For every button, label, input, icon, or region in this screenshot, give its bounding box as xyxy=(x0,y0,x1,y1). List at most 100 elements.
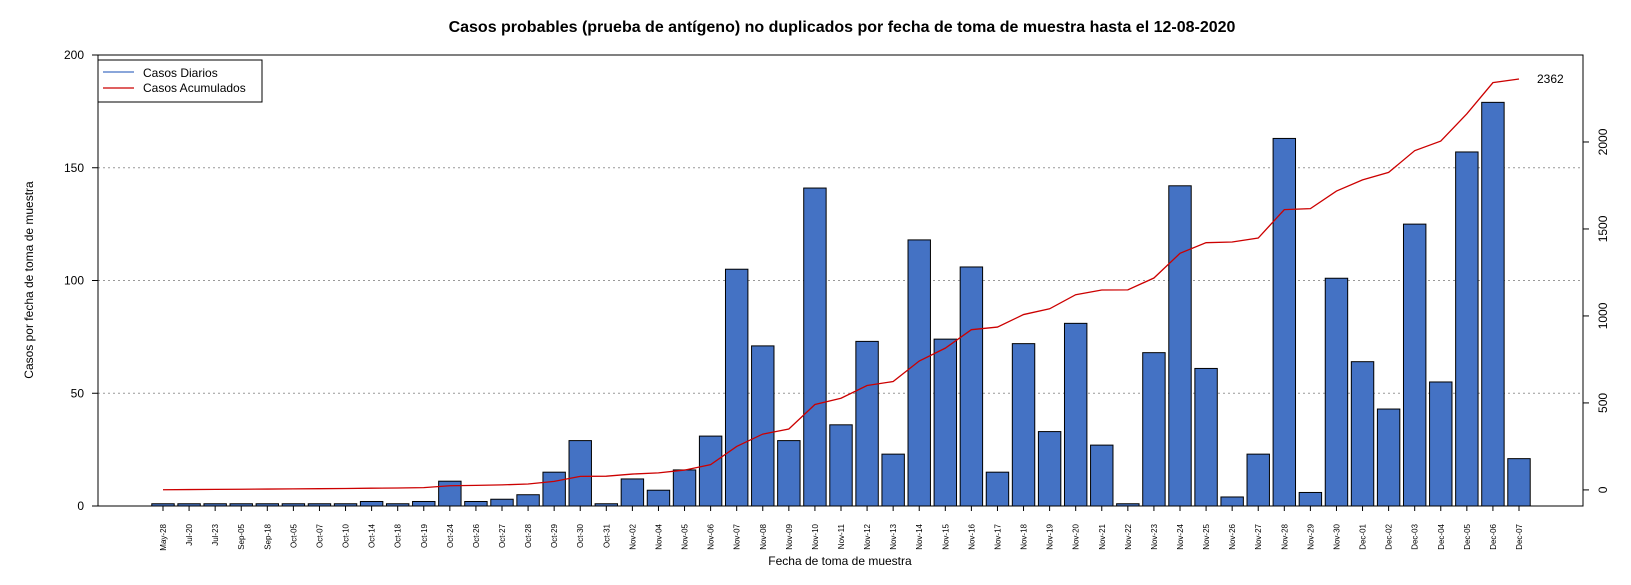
x-tick-label: Nov-24 xyxy=(1176,523,1185,549)
bar xyxy=(412,500,436,507)
bar xyxy=(751,345,775,507)
x-tick-label: Nov-02 xyxy=(628,523,637,549)
bar xyxy=(881,453,905,507)
legend-box xyxy=(97,59,263,103)
x-tick-label: Nov-14 xyxy=(915,523,924,549)
bar xyxy=(672,469,697,507)
bar xyxy=(777,440,801,507)
bar xyxy=(1481,101,1505,507)
x-tick-label: Nov-19 xyxy=(1046,523,1055,549)
bar xyxy=(933,338,958,507)
bar xyxy=(646,489,671,507)
bar xyxy=(724,268,749,507)
x-tick-label: Oct-14 xyxy=(368,523,377,548)
bar xyxy=(359,500,384,507)
x-tick-label: Nov-12 xyxy=(863,523,872,549)
x-tick-label: Nov-29 xyxy=(1306,523,1315,549)
bar xyxy=(1194,367,1218,507)
grid-lines xyxy=(98,167,1583,394)
y-tick-label: 150 xyxy=(64,161,84,175)
x-tick-label: Nov-27 xyxy=(1254,523,1263,549)
cumulative-line xyxy=(162,78,1520,491)
bar xyxy=(1402,223,1427,507)
bar xyxy=(1455,151,1479,507)
bar xyxy=(542,471,566,507)
bars xyxy=(151,101,1531,507)
bar xyxy=(620,478,645,507)
y2-tick-label: 500 xyxy=(1596,393,1610,413)
x-tick-label: Nov-07 xyxy=(733,523,742,549)
x-tick-label: Dec-01 xyxy=(1359,523,1368,549)
x-tick-label: Nov-11 xyxy=(837,523,846,549)
x-tick-label: Nov-21 xyxy=(1098,523,1107,549)
bar xyxy=(1011,343,1036,507)
y2-tick-label: 0 xyxy=(1596,486,1610,493)
bar xyxy=(907,239,931,507)
y-tick-label: 100 xyxy=(64,274,84,288)
x-tick-label: Jul-20 xyxy=(185,523,194,545)
left-y-axis: 0 50 100 150 200 xyxy=(64,48,98,513)
bar xyxy=(1246,453,1270,507)
x-tick-label: Oct-18 xyxy=(394,523,403,548)
y-tick-label: 200 xyxy=(64,48,84,62)
x-tick-label: Jul-23 xyxy=(211,523,220,545)
bar xyxy=(1220,496,1244,507)
bar xyxy=(438,480,462,507)
x-tick-label: Dec-04 xyxy=(1437,523,1446,549)
x-tick-label: Nov-26 xyxy=(1228,523,1237,549)
bar xyxy=(1507,458,1531,507)
bar xyxy=(1350,361,1375,507)
x-tick-label: Nov-15 xyxy=(941,523,950,549)
x-tick-label: Nov-09 xyxy=(785,523,794,549)
bar xyxy=(464,500,488,507)
legend: Casos Diarios Casos Acumulados xyxy=(97,59,263,103)
x-tick-label: Oct-30 xyxy=(576,523,585,548)
x-tick-label: Nov-13 xyxy=(889,523,898,549)
x-tick-label: Nov-22 xyxy=(1124,523,1133,549)
bar xyxy=(516,494,540,507)
x-tick-label: Oct-28 xyxy=(524,523,533,548)
x-tick-label: Oct-27 xyxy=(498,523,507,548)
y-tick-label: 50 xyxy=(71,386,85,400)
x-tick-label: Nov-20 xyxy=(1072,523,1081,549)
x-tick-label: Nov-30 xyxy=(1332,523,1341,549)
x-tick-label: Oct-29 xyxy=(550,523,559,548)
bar xyxy=(1298,491,1323,507)
bar xyxy=(1063,322,1088,507)
x-tick-label: Nov-18 xyxy=(1020,523,1029,549)
bar xyxy=(1429,381,1453,507)
x-tick-label: Oct-10 xyxy=(342,523,351,548)
bar xyxy=(959,266,984,507)
x-tick-label: Oct-31 xyxy=(602,523,611,548)
x-tick-label: Nov-25 xyxy=(1202,523,1211,549)
chart-title: Casos probables (prueba de antígeno) no … xyxy=(449,19,1236,36)
x-tick-label: Nov-04 xyxy=(654,523,663,549)
x-tick-label: Nov-05 xyxy=(681,523,690,549)
x-tick-label: Dec-06 xyxy=(1489,523,1498,549)
x-tick-label: Oct-05 xyxy=(289,523,298,548)
x-tick-label: Oct-19 xyxy=(420,523,429,548)
x-tick-label: May-28 xyxy=(159,523,168,550)
x-tick-label: Sep-05 xyxy=(237,523,246,549)
bar xyxy=(1376,408,1401,507)
bar xyxy=(803,187,827,507)
x-tick-label: Oct-24 xyxy=(446,523,455,548)
x-tick-label: Nov-23 xyxy=(1150,523,1159,549)
y2-tick-label: 2000 xyxy=(1596,128,1610,155)
x-tick-label: Nov-06 xyxy=(707,523,716,549)
y-axis-label: Casos por fecha de toma de muestra xyxy=(22,181,36,379)
bar xyxy=(1272,137,1297,507)
x-tick-label: Nov-16 xyxy=(967,523,976,549)
x-axis-label: Fecha de toma de muestra xyxy=(768,554,912,568)
bar xyxy=(1324,277,1349,507)
legend-label-daily: Casos Diarios xyxy=(143,66,218,80)
x-tick-label: Dec-05 xyxy=(1463,523,1472,549)
x-tick-label: Nov-10 xyxy=(811,523,820,549)
x-tick-label: Dec-02 xyxy=(1385,523,1394,549)
bar xyxy=(1090,444,1114,507)
x-axis: May-28 Jul-20 Jul-23 Sep-05 Sep-18 Oct-05 Oct-… xyxy=(159,506,1524,551)
x-tick-label: Sep-18 xyxy=(263,523,272,549)
legend-label-cumulative: Casos Acumulados xyxy=(143,81,246,95)
bar xyxy=(568,440,592,507)
